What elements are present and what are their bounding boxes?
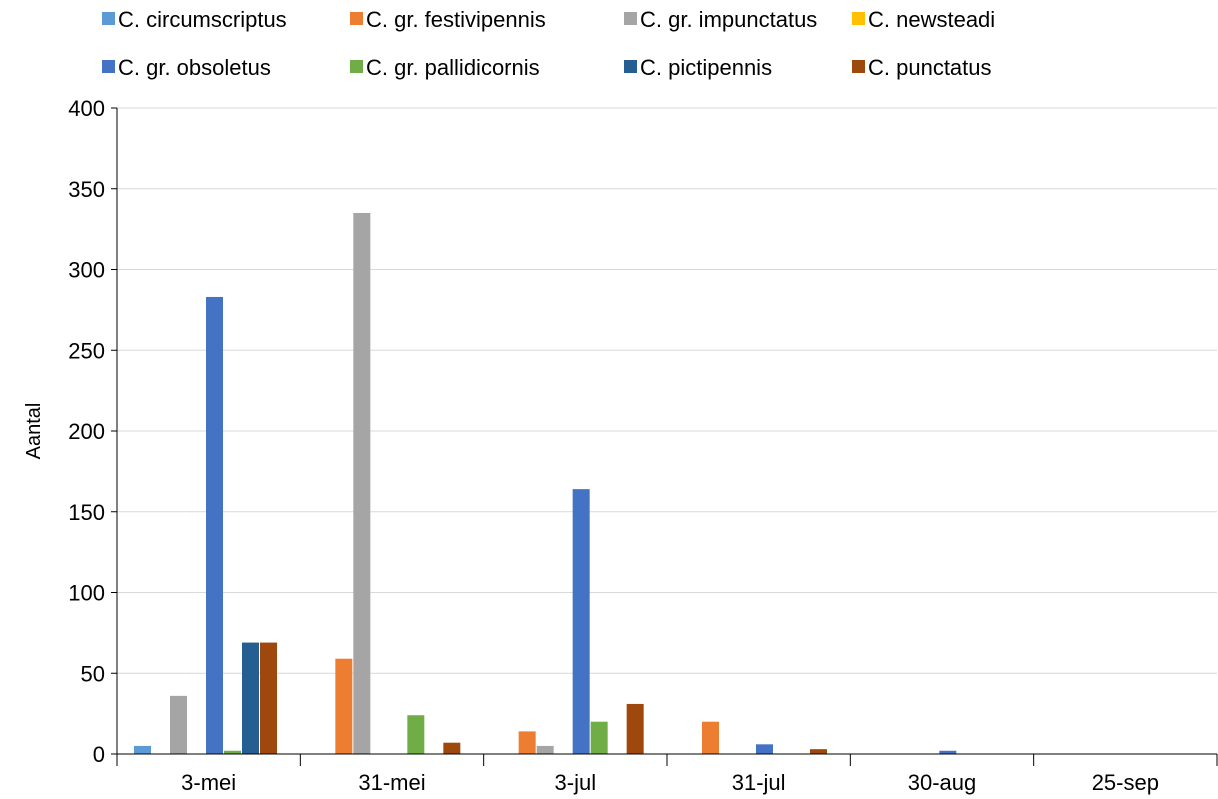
gridlines xyxy=(117,107,1217,674)
legend-swatch xyxy=(350,60,363,73)
bar xyxy=(335,658,353,754)
legend-label: C. punctatus xyxy=(868,55,992,80)
bar xyxy=(206,296,223,754)
y-tick-label: 100 xyxy=(68,581,105,606)
bars xyxy=(134,212,957,755)
legend-swatch xyxy=(102,60,115,73)
x-tick-label: 30-aug xyxy=(908,770,977,795)
bar xyxy=(170,695,187,754)
y-tick-label: 150 xyxy=(68,500,105,525)
bar xyxy=(443,742,461,754)
bar xyxy=(810,749,827,754)
legend-swatch xyxy=(102,12,115,25)
x-tick-label: 3-jul xyxy=(555,770,597,795)
legend-swatch xyxy=(350,12,363,25)
legend-swatch xyxy=(852,60,865,73)
bar xyxy=(702,721,719,754)
y-tick-label: 0 xyxy=(93,742,105,767)
x-tick-label: 3-mei xyxy=(181,770,236,795)
y-tick-label: 250 xyxy=(68,338,105,363)
legend-label: C. gr. festivipennis xyxy=(366,7,546,32)
y-tick-label: 350 xyxy=(68,177,105,202)
axes: 0 50 100 150 200 250 300 350 400 3-mei 31-mei 3-jul… xyxy=(68,96,1218,795)
x-tick-label: 25-sep xyxy=(1092,770,1159,795)
bar xyxy=(518,731,536,754)
legend-label: C. pictipennis xyxy=(640,55,772,80)
legend-swatch xyxy=(852,12,865,25)
legend: C. circumscriptus C. gr. festivipennis C. … xyxy=(102,7,995,80)
bar xyxy=(572,489,590,754)
bar xyxy=(134,745,151,754)
legend-label: C. circumscriptus xyxy=(118,7,287,32)
x-tick-label: 31-jul xyxy=(732,770,786,795)
y-tick-label: 400 xyxy=(68,96,105,121)
legend-label: C. gr. impunctatus xyxy=(640,7,817,32)
legend-label: C. newsteadi xyxy=(868,7,995,32)
bar xyxy=(939,750,957,754)
legend-swatch xyxy=(624,60,637,73)
legend-label: C. gr. pallidicornis xyxy=(366,55,540,80)
bar xyxy=(224,750,241,754)
legend-label: C. gr. obsoletus xyxy=(118,55,271,80)
bar xyxy=(242,642,259,754)
x-tick-label: 31-mei xyxy=(358,770,425,795)
bar xyxy=(756,744,773,754)
bar xyxy=(353,212,371,755)
legend-swatch xyxy=(624,12,637,25)
bar xyxy=(536,745,554,754)
y-tick-label: 50 xyxy=(81,661,105,686)
bar xyxy=(590,721,608,754)
y-tick-label: 300 xyxy=(68,258,105,283)
bar xyxy=(407,715,425,754)
y-tick-label: 200 xyxy=(68,419,105,444)
bar xyxy=(260,642,277,754)
y-axis-title: Aantal xyxy=(23,403,45,460)
bar xyxy=(626,703,644,754)
